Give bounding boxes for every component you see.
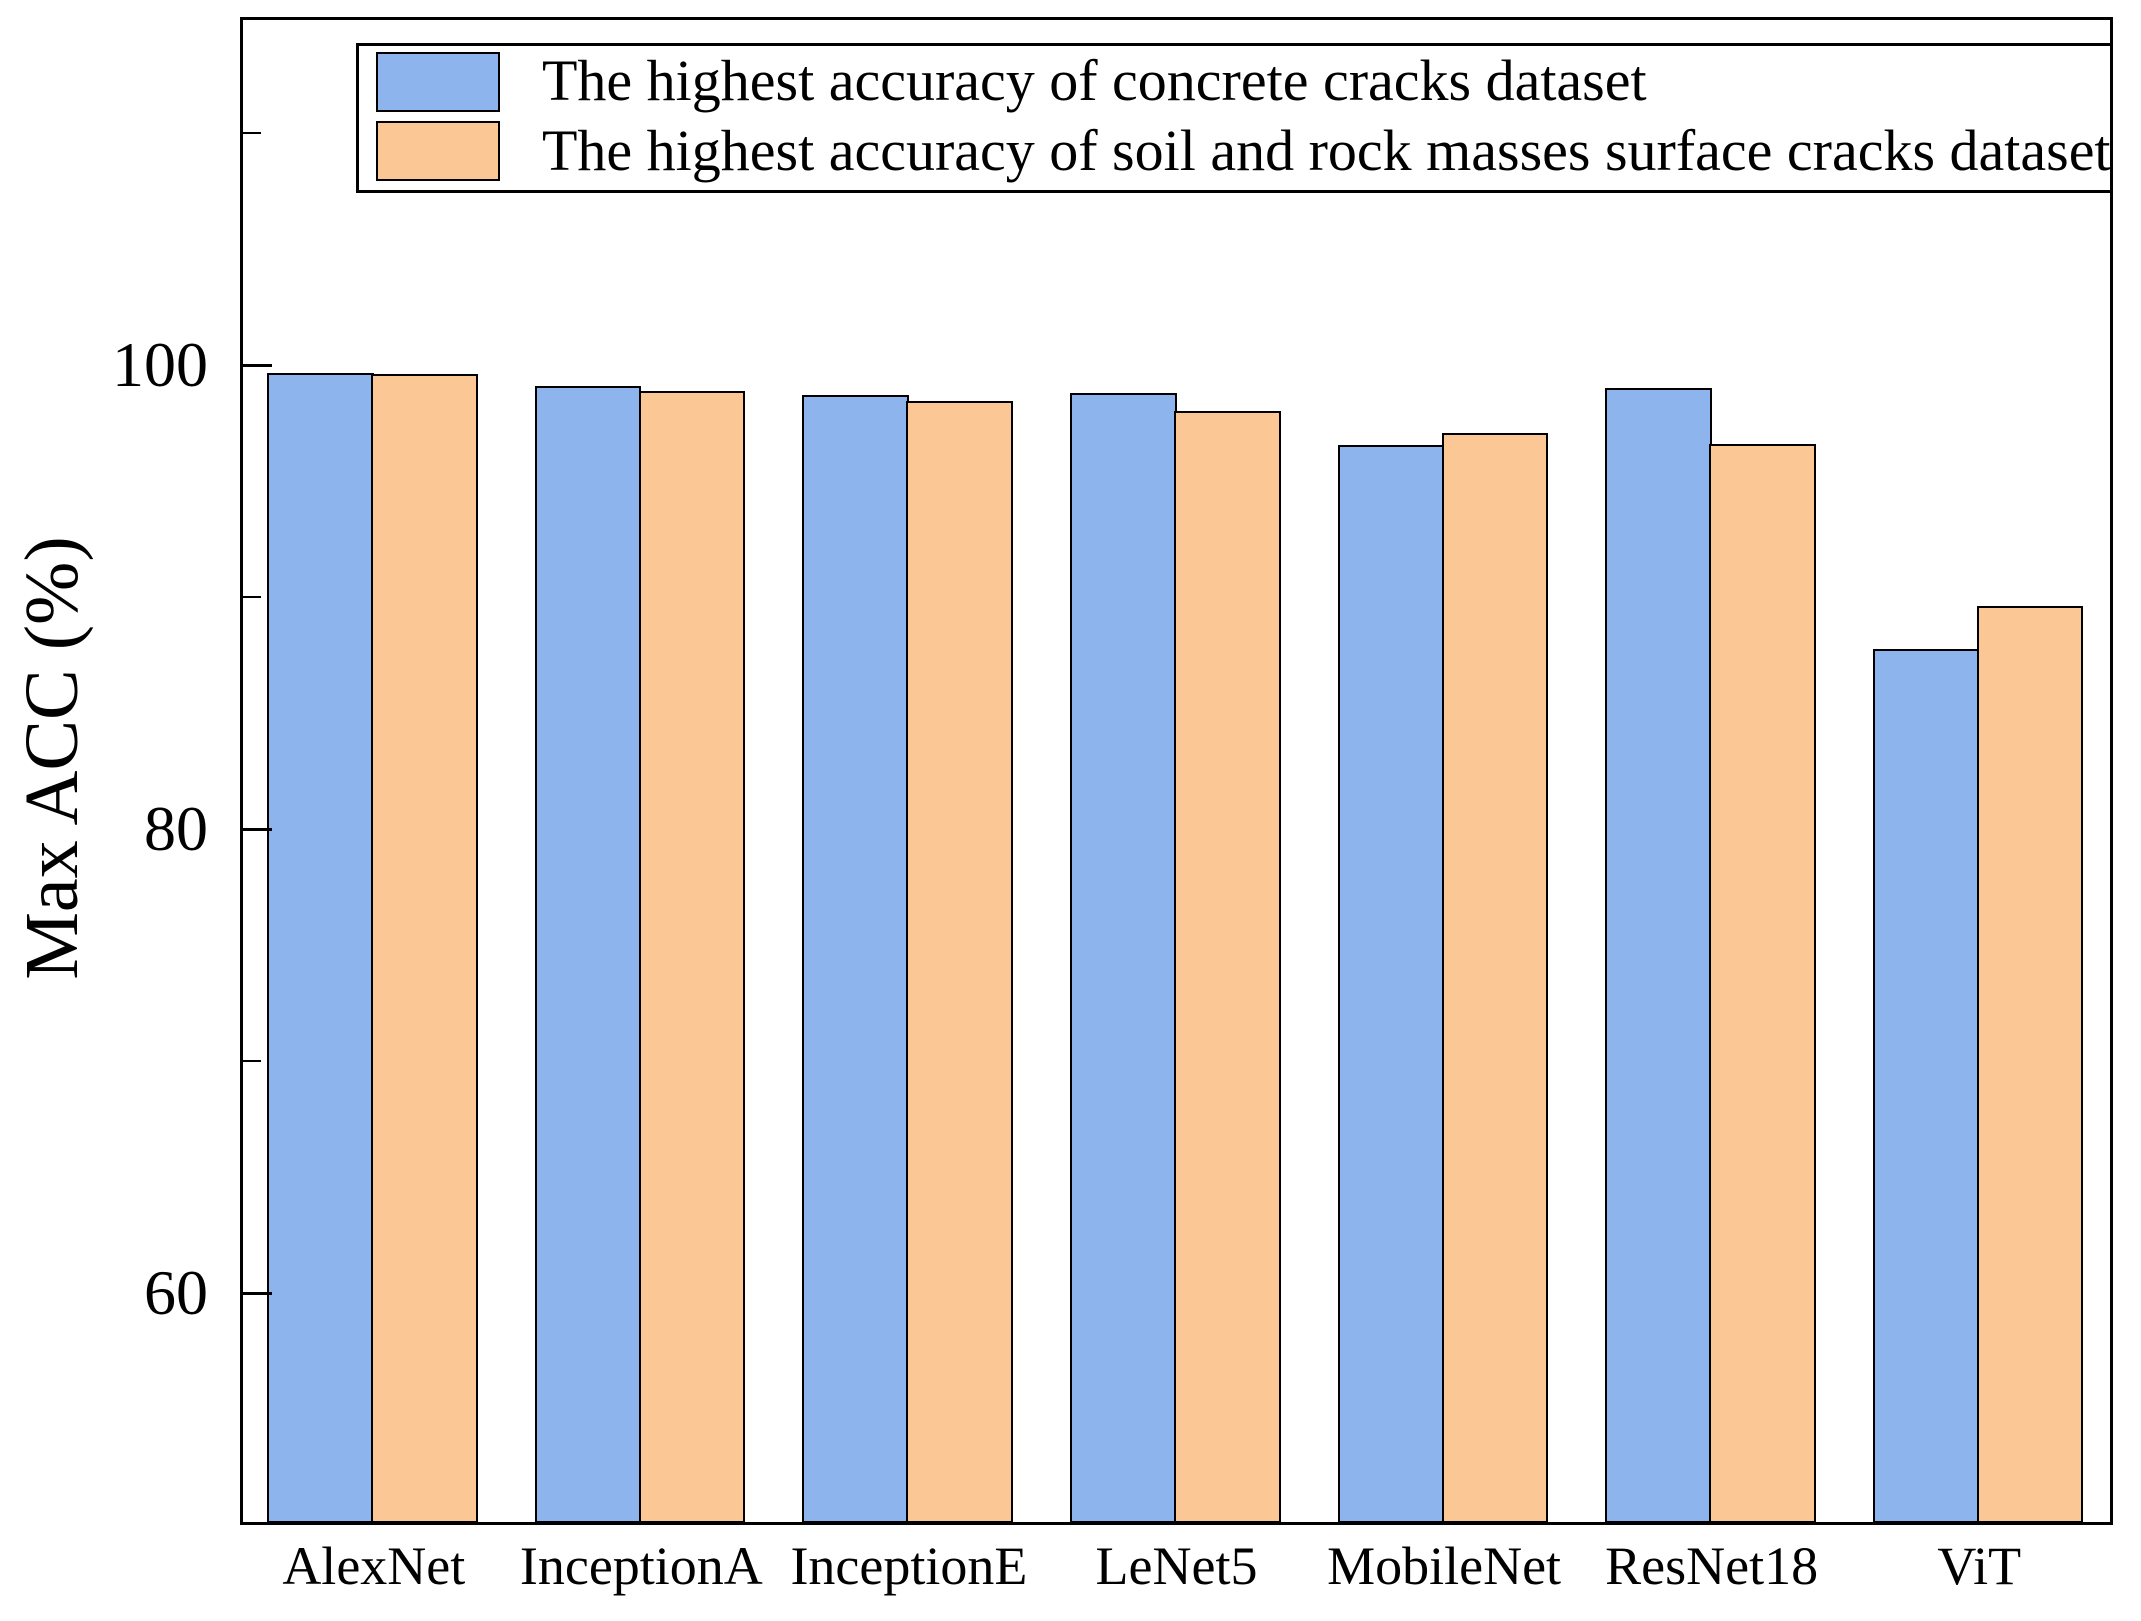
legend-label-soil-rock: The highest accuracy of soil and rock ma…	[542, 118, 2111, 183]
bar-soil-rock-ResNet18	[1709, 443, 1816, 1524]
bar-concrete-ResNet18	[1605, 388, 1712, 1524]
y-major-tick-80	[243, 827, 272, 831]
x-tick-label-LeNet5: LeNet5	[1095, 1536, 1258, 1596]
x-tick-label-InceptionA: InceptionA	[519, 1536, 763, 1596]
x-tick-label-InceptionE: InceptionE	[790, 1536, 1028, 1596]
legend-swatch-concrete	[376, 52, 500, 112]
x-tick-label-AlexNet: AlexNet	[282, 1536, 466, 1596]
bar-concrete-InceptionE	[802, 395, 909, 1524]
bar-soil-rock-ViT	[1976, 606, 2084, 1524]
bar-concrete-AlexNet	[267, 373, 374, 1524]
y-major-tick-60	[243, 1291, 272, 1295]
bar-concrete-MobileNet	[1337, 445, 1445, 1524]
y-minor-tick-90	[243, 596, 261, 598]
bar-soil-rock-InceptionE	[906, 400, 1013, 1524]
bar-soil-rock-AlexNet	[371, 374, 478, 1524]
y-tick-label-80: 80	[144, 793, 208, 864]
y-tick-label-100: 100	[112, 329, 208, 400]
y-tick-label-60: 60	[144, 1257, 208, 1328]
x-tick-label-ViT: ViT	[1937, 1536, 2022, 1596]
x-tick-label-ResNet18: ResNet18	[1605, 1536, 1819, 1596]
bar-soil-rock-InceptionA	[638, 390, 746, 1524]
legend-label-concrete: The highest accuracy of concrete cracks …	[542, 48, 1647, 113]
bar-concrete-LeNet5	[1070, 392, 1177, 1524]
y-minor-tick-70	[243, 1060, 261, 1062]
bar-soil-rock-LeNet5	[1174, 411, 1281, 1524]
legend-swatch-soil-rock	[376, 121, 500, 181]
x-tick-label-MobileNet: MobileNet	[1327, 1536, 1562, 1596]
bar-concrete-ViT	[1872, 649, 1980, 1524]
bar-soil-rock-MobileNet	[1441, 433, 1549, 1524]
legend-box: The highest accuracy of concrete cracks …	[356, 43, 2113, 193]
y-minor-tick-110	[243, 132, 261, 134]
y-major-tick-100	[243, 363, 272, 367]
axes-frame	[240, 17, 2113, 1525]
bar-concrete-InceptionA	[534, 385, 642, 1524]
y-axis-title: Max ACC (%)	[10, 536, 94, 980]
